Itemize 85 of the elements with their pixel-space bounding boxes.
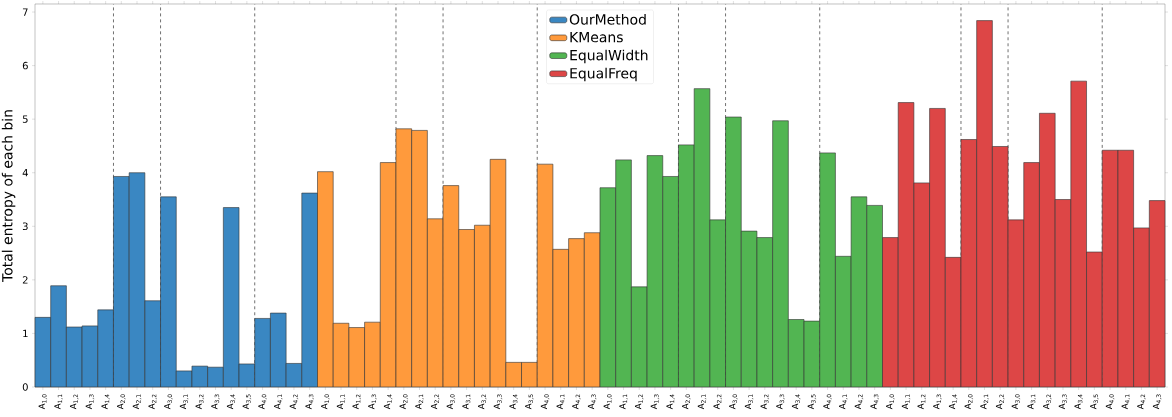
x-tick-label: A$_{4,1}$ [556, 394, 565, 410]
y-axis-title: Total entropy of each bin [1, 110, 16, 282]
x-tick-label: A$_{3,2}$ [1043, 394, 1052, 410]
x-tick-label: A$_{4,3}$ [1152, 394, 1162, 410]
legend-label: EqualWidth [570, 49, 648, 64]
legend-label: EqualFreq [570, 67, 637, 82]
x-tick-label: A$_{1,0}$ [321, 394, 330, 410]
x-tick-label: A$_{3,2}$ [195, 394, 205, 410]
x-tick-label: A$_{2,0}$ [399, 394, 409, 410]
x-tick-label: A$_{3,2}$ [760, 394, 770, 410]
x-tick-label: A$_{1,2}$ [634, 394, 644, 410]
y-tick-label: 6 [22, 61, 28, 70]
x-tick-label: A$_{2,2}$ [430, 394, 440, 410]
x-tick-label: A$_{4,2}$ [572, 394, 581, 410]
x-tick-label: A$_{1,1}$ [336, 394, 346, 410]
x-tick-label: A$_{1,3}$ [85, 394, 95, 410]
x-tick-label: A$_{2,2}$ [995, 394, 1005, 410]
x-tick-label: A$_{2,1}$ [697, 394, 707, 410]
x-tick-label: A$_{1,3}$ [368, 394, 377, 410]
x-tick-label: A$_{2,0}$ [117, 394, 126, 410]
x-tick-label: A$_{1,1}$ [619, 394, 628, 410]
x-tick-label: A$_{2,1}$ [980, 394, 989, 410]
x-tick-label: A$_{3,4}$ [1074, 394, 1083, 410]
x-tick-label: A$_{3,5}$ [242, 394, 252, 410]
x-tick-label: A$_{2,2}$ [713, 394, 722, 410]
x-tick-label: A$_{4,1}$ [1121, 394, 1130, 410]
y-tick-label: 4 [22, 169, 28, 177]
x-tick-label: A$_{3,1}$ [462, 394, 471, 410]
x-tick-label: A$_{1,1}$ [54, 394, 63, 410]
x-tick-label: A$_{3,0}$ [164, 394, 173, 410]
x-tick-label: A$_{2,2}$ [148, 394, 157, 410]
x-tick-label: A$_{3,1}$ [179, 394, 189, 410]
x-tick-label: A$_{4,3}$ [587, 394, 597, 410]
y-tick-label: 7 [22, 8, 28, 16]
x-tick-label: A$_{3,5}$ [807, 394, 817, 410]
x-tick-label: A$_{1,0}$ [38, 394, 48, 410]
y-tick-label: 5 [22, 115, 28, 123]
y-tick-label: 2 [22, 276, 28, 284]
x-tick-label: A$_{3,5}$ [525, 394, 534, 410]
x-tick-label: A$_{1,0}$ [603, 394, 613, 410]
x-tick-label: A$_{3,3}$ [1058, 394, 1068, 410]
x-tick-label: A$_{3,5}$ [1090, 394, 1099, 410]
x-tick-label: A$_{4,2}$ [289, 394, 299, 410]
x-tick-label: A$_{3,1}$ [744, 394, 754, 410]
y-tick-label: 0 [22, 383, 28, 391]
x-tick-label: A$_{3,3}$ [211, 394, 220, 410]
x-tick-label: A$_{1,3}$ [650, 394, 660, 410]
x-tick-label: A$_{3,1}$ [1027, 394, 1036, 410]
x-tick-label: A$_{1,4}$ [948, 394, 958, 410]
x-tick-label: A$_{4,2}$ [854, 394, 864, 410]
x-tick-label: A$_{1,1}$ [901, 394, 911, 410]
x-tick-label: A$_{3,0}$ [446, 394, 456, 410]
x-tick-label: A$_{2,1}$ [132, 394, 142, 410]
x-tick-label: A$_{2,1}$ [415, 394, 424, 410]
y-tick-label: 3 [22, 222, 28, 231]
x-tick-label: A$_{4,2}$ [1137, 394, 1146, 410]
x-tick-label: A$_{3,0}$ [1011, 394, 1021, 410]
x-tick-label: A$_{3,4}$ [791, 394, 801, 410]
x-tick-label: A$_{1,4}$ [101, 394, 110, 410]
x-tick-label: A$_{1,4}$ [666, 394, 675, 410]
x-tick-label: A$_{1,2}$ [69, 394, 79, 410]
x-tick-label: A$_{3,3}$ [776, 394, 785, 410]
legend-label: KMeans [570, 31, 623, 43]
x-tick-label: A$_{1,3}$ [933, 394, 942, 410]
x-tick-label: A$_{3,0}$ [729, 394, 738, 410]
x-tick-label: A$_{4,3}$ [305, 394, 314, 410]
legend-label: OurMethod [569, 13, 646, 25]
x-tick-label: A$_{4,3}$ [870, 394, 879, 410]
x-tick-label: A$_{4,1}$ [839, 394, 848, 410]
x-tick-label: A$_{3,3}$ [493, 394, 503, 410]
x-tick-label: A$_{3,4}$ [509, 394, 518, 410]
x-tick-label: A$_{4,1}$ [274, 394, 283, 410]
x-tick-label: A$_{1,2}$ [352, 394, 361, 410]
x-tick-label: A$_{4,0}$ [1105, 394, 1115, 410]
x-tick-label: A$_{1,2}$ [917, 394, 926, 410]
x-tick-label: A$_{1,0}$ [886, 394, 895, 410]
x-tick-label: A$_{2,0}$ [964, 394, 974, 410]
x-tick-label: A$_{2,0}$ [682, 394, 691, 410]
x-tick-label: A$_{3,2}$ [478, 394, 487, 410]
x-tick-label: A$_{3,4}$ [226, 394, 236, 410]
y-tick-label: 1 [23, 329, 28, 338]
x-tick-label: A$_{4,0}$ [258, 394, 267, 410]
x-tick-label: A$_{4,0}$ [540, 394, 550, 410]
x-tick-label: A$_{1,4}$ [383, 394, 393, 410]
x-tick-label: A$_{4,0}$ [823, 394, 832, 410]
